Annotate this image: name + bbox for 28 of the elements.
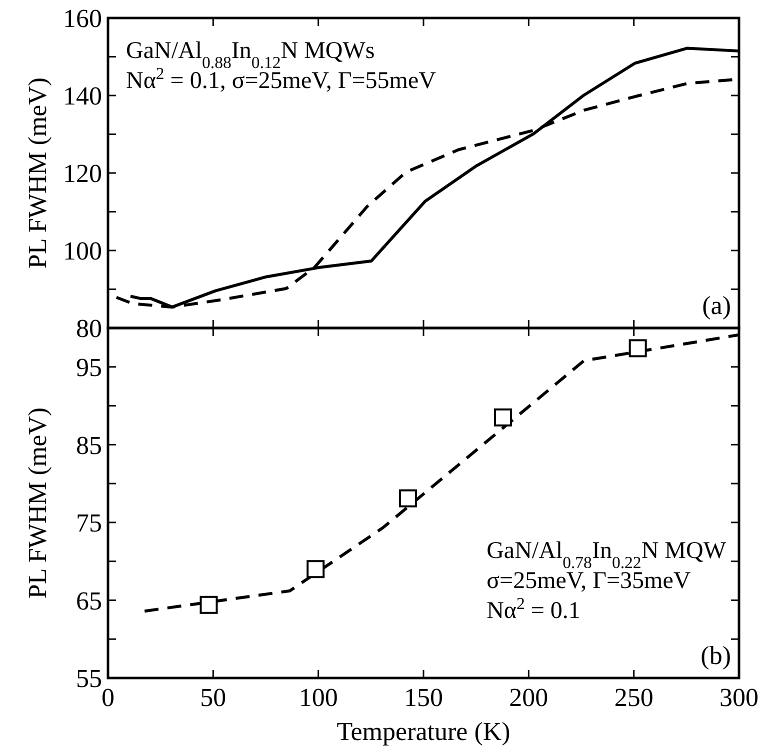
point bbox=[628, 339, 647, 358]
x-tick-label: 250 bbox=[614, 683, 654, 712]
x-tick-label: 0 bbox=[102, 683, 114, 712]
y-tick-label: 100 bbox=[63, 236, 102, 266]
annotation: (a) bbox=[702, 291, 731, 320]
point bbox=[306, 560, 325, 578]
x-tick-label: 200 bbox=[509, 683, 548, 712]
annotation: (b) bbox=[700, 641, 731, 670]
annotation: Nα$^{2}$ = 0.1 bbox=[486, 594, 580, 624]
y-axis-title: PL FWHM (meV) bbox=[23, 407, 52, 599]
x-tick-label: 150 bbox=[404, 683, 443, 712]
y-tick-label: 55 bbox=[76, 664, 102, 694]
y-tick-label: 75 bbox=[76, 508, 102, 538]
y-tick-label: 80 bbox=[76, 314, 102, 344]
y-tick-label: 95 bbox=[76, 352, 102, 382]
x-tick-label: 100 bbox=[298, 683, 338, 712]
x-tick-label: 50 bbox=[200, 683, 226, 712]
y-tick-label: 85 bbox=[76, 430, 102, 460]
point bbox=[398, 489, 417, 508]
y-tick-label: 65 bbox=[76, 586, 102, 616]
y-axis-title: PL FWHM (meV) bbox=[23, 77, 52, 269]
y-tick-label: 140 bbox=[63, 82, 102, 111]
point bbox=[200, 596, 218, 614]
point bbox=[494, 408, 512, 426]
x-tick-label: 300 bbox=[720, 683, 758, 712]
x-axis-title: Temperature (K) bbox=[336, 717, 510, 746]
y-tick-label: 160 bbox=[63, 4, 102, 34]
y-tick-label: 120 bbox=[63, 159, 102, 188]
